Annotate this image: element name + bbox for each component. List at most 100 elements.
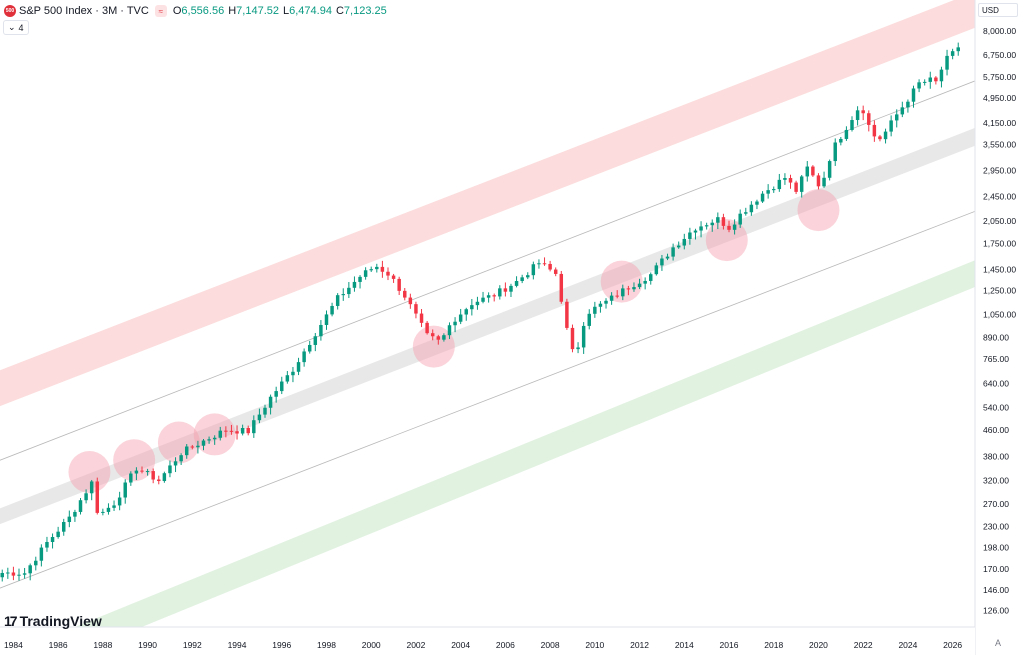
candle[interactable] [307,340,312,354]
candle[interactable] [302,348,306,367]
candle[interactable] [179,453,183,465]
candle[interactable] [481,291,485,304]
candle[interactable] [844,126,849,141]
candle[interactable] [872,120,877,142]
candle[interactable] [615,290,619,299]
candle[interactable] [716,212,720,230]
candle[interactable] [526,272,530,280]
currency-selector[interactable]: USD [978,3,1018,17]
candle[interactable] [637,278,642,290]
candle[interactable] [173,457,178,473]
candle[interactable] [419,309,424,328]
candle[interactable] [151,468,155,484]
candle[interactable] [883,128,888,144]
candle[interactable] [196,440,200,454]
candle[interactable] [649,272,653,285]
candle[interactable] [45,536,49,552]
candle[interactable] [201,438,206,451]
candle[interactable] [157,475,161,485]
candle[interactable] [291,367,295,383]
candle[interactable] [760,191,765,203]
candle[interactable] [280,376,284,395]
time-axis[interactable] [0,627,975,655]
candle[interactable] [861,105,865,121]
candle[interactable] [850,116,854,132]
candle[interactable] [78,498,83,515]
candle[interactable] [598,301,603,313]
candle[interactable] [665,253,670,261]
candle[interactable] [229,424,234,435]
candle[interactable] [855,106,860,126]
candle[interactable] [358,275,362,289]
candle[interactable] [140,466,144,474]
candle[interactable] [816,173,821,190]
candle[interactable] [425,321,429,335]
candle[interactable] [22,567,27,579]
candle[interactable] [436,334,441,345]
candle[interactable] [252,415,256,438]
candle[interactable] [576,342,580,354]
candle[interactable] [710,219,714,232]
candle[interactable] [671,243,675,261]
candle[interactable] [268,394,273,415]
candle[interactable] [50,533,55,549]
candle[interactable] [922,79,927,86]
candle[interactable] [240,424,245,436]
candle[interactable] [537,259,541,269]
candle[interactable] [6,567,10,579]
candle[interactable] [347,282,351,299]
candle[interactable] [704,222,709,230]
candle[interactable] [458,308,463,325]
candle[interactable] [911,85,916,108]
candle[interactable] [503,282,508,297]
candle[interactable] [89,479,94,501]
candle[interactable] [397,276,401,296]
candle[interactable] [682,233,687,250]
candle[interactable] [693,228,698,240]
candle[interactable] [906,99,910,113]
support-touch-circle[interactable] [113,439,156,482]
candle[interactable] [799,174,804,198]
candle[interactable] [403,287,407,301]
candle[interactable] [626,285,631,296]
support-touch-circle[interactable] [193,413,236,456]
support-touch-circle[interactable] [705,219,748,262]
candle[interactable] [134,467,139,481]
candle[interactable] [375,263,379,273]
candle[interactable] [224,426,228,438]
candle[interactable] [369,266,373,272]
candle[interactable] [509,283,513,297]
candle[interactable] [246,425,250,436]
candle[interactable] [112,500,116,511]
candle[interactable] [486,292,491,303]
candle[interactable] [129,471,133,486]
candle[interactable] [408,293,413,309]
candle[interactable] [162,471,167,483]
candle[interactable] [168,460,172,478]
candle[interactable] [453,317,457,333]
candle[interactable] [235,425,239,440]
candle[interactable] [593,301,597,318]
candle[interactable] [950,48,955,60]
candle[interactable] [867,110,871,132]
candle[interactable] [207,436,211,444]
candle[interactable] [106,503,111,515]
candle[interactable] [945,49,949,76]
candle[interactable] [632,282,636,292]
candle[interactable] [956,42,960,56]
candle[interactable] [386,267,390,281]
candle[interactable] [660,254,664,271]
candle[interactable] [475,296,480,310]
candle[interactable] [257,408,262,424]
candle[interactable] [145,468,150,476]
candle[interactable] [363,267,368,280]
candle[interactable] [470,299,474,316]
candle[interactable] [430,329,435,341]
candle[interactable] [380,260,385,278]
candle[interactable] [520,274,524,284]
candle[interactable] [391,273,396,283]
price-axis[interactable] [975,0,1024,655]
candle[interactable] [352,276,357,292]
candle[interactable] [917,79,921,93]
candle[interactable] [939,66,944,88]
